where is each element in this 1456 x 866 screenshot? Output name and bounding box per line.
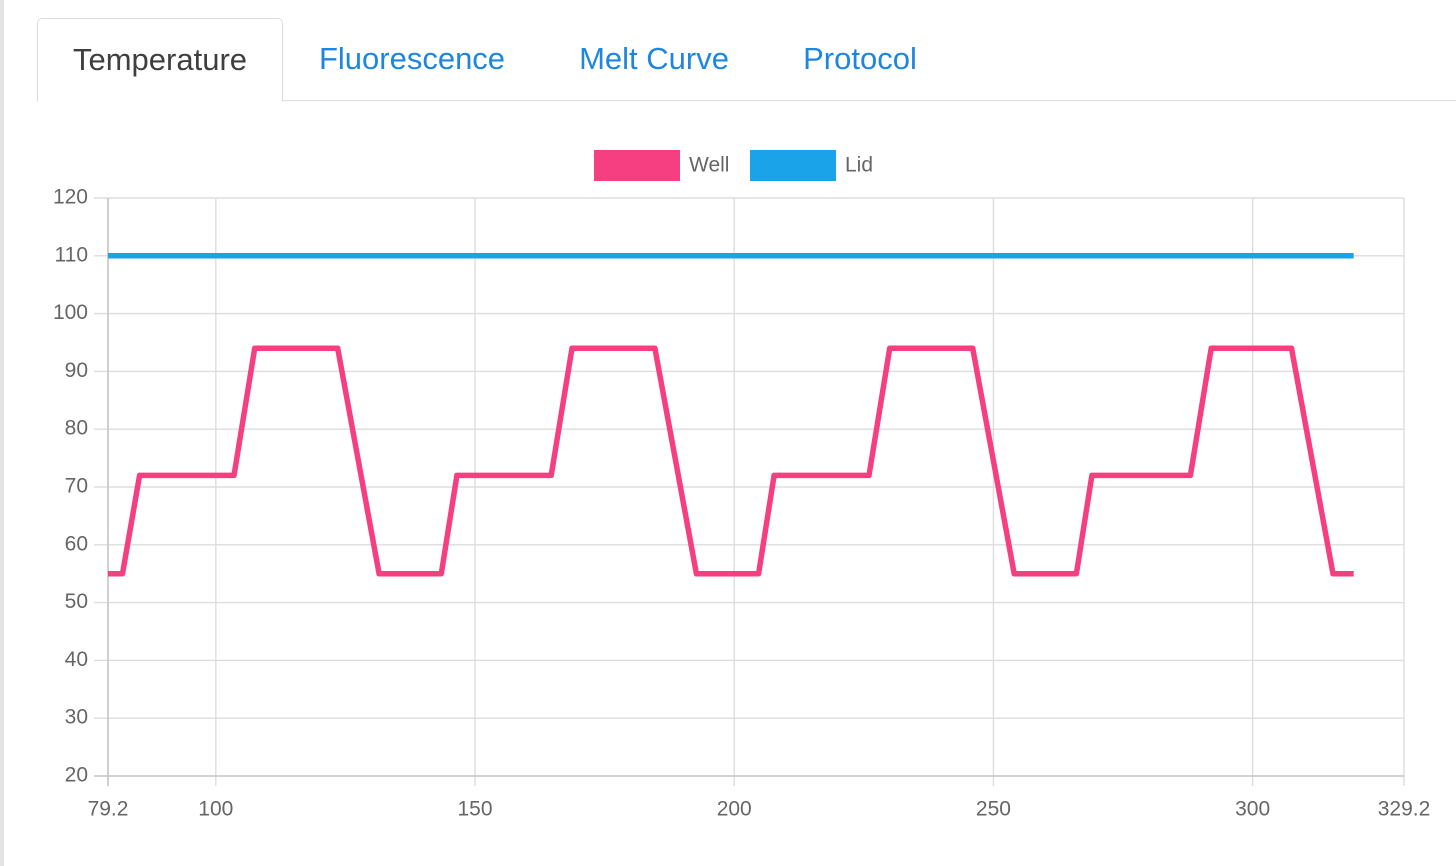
x-tick-label: 100 <box>198 798 233 821</box>
y-tick-label: 50 <box>65 590 88 613</box>
x-tick-label: 200 <box>717 798 752 821</box>
x-tick-label: 150 <box>458 798 493 821</box>
tab-bar-divider <box>37 100 1456 101</box>
legend-swatch-lid[interactable] <box>750 150 836 181</box>
x-tick-label: 250 <box>976 798 1011 821</box>
x-tick-label: 329.2 <box>1378 798 1431 821</box>
y-tick-label: 120 <box>53 186 88 209</box>
panel-left-border <box>0 0 4 866</box>
tab-temperature[interactable]: Temperature <box>37 18 283 102</box>
x-tick-label: 300 <box>1235 798 1270 821</box>
temperature-chart: 120 110 100 90 80 70 60 50 40 30 20 79.2 100 150 200 25… <box>0 130 1456 866</box>
x-tick-label: 79.2 <box>88 798 129 821</box>
tab-melt-curve[interactable]: Melt Curve <box>579 41 729 76</box>
legend-swatch-well[interactable] <box>594 150 680 181</box>
tab-fluorescence[interactable]: Fluorescence <box>318 41 506 76</box>
y-tick-label: 40 <box>65 648 88 671</box>
y-tick-label: 100 <box>53 301 88 324</box>
y-tick-label: 80 <box>65 417 88 440</box>
tab-bar: Temperature Fluorescence Melt Curve Prot… <box>37 18 1456 102</box>
series-line-well <box>108 345 1354 577</box>
y-tick-label: 20 <box>65 764 88 787</box>
y-tick-label: 60 <box>65 532 88 555</box>
y-tick-label: 90 <box>65 359 88 382</box>
legend-label-lid[interactable]: Lid <box>845 154 873 177</box>
y-tick-label: 110 <box>55 243 88 266</box>
legend-label-well[interactable]: Well <box>689 154 729 177</box>
y-tick-label: 30 <box>65 706 88 729</box>
y-tick-label: 70 <box>65 475 88 498</box>
tab-protocol[interactable]: Protocol <box>803 41 917 76</box>
